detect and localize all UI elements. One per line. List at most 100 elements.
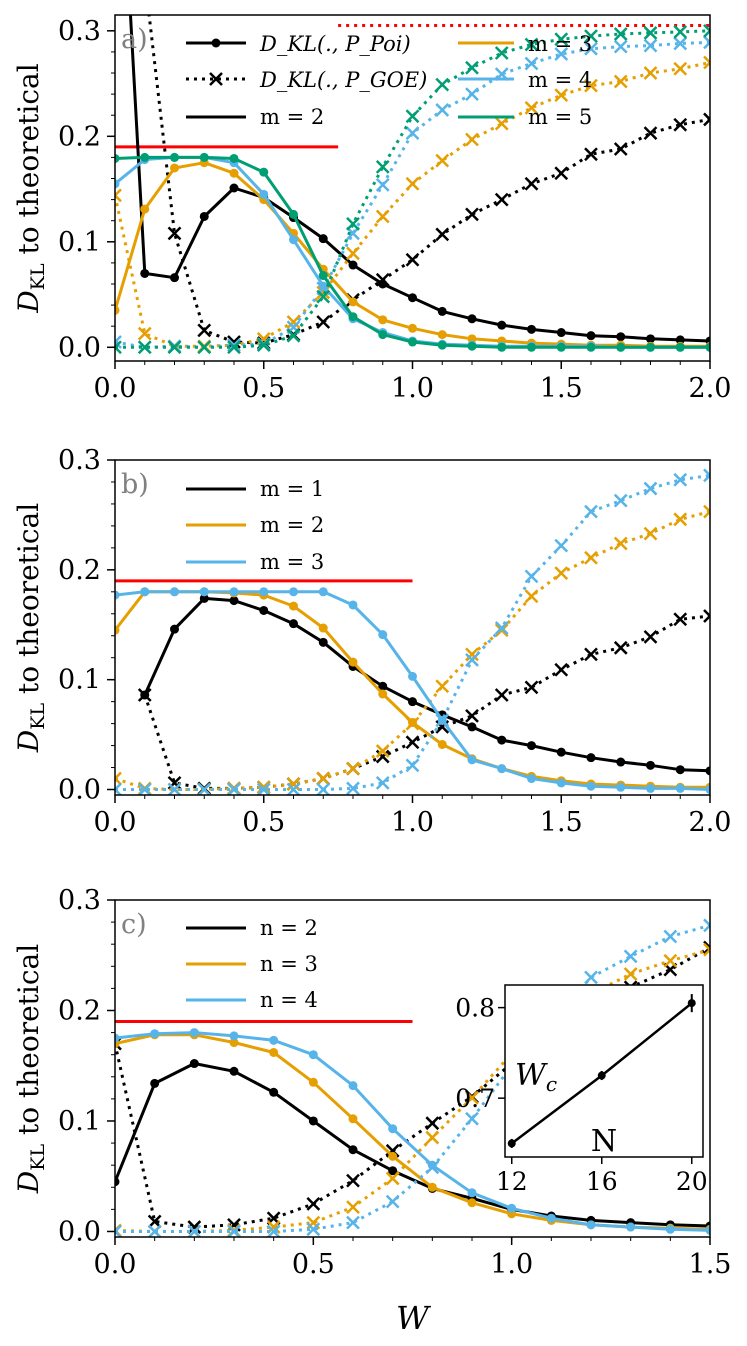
point-m5-poi-2-a bbox=[170, 152, 179, 162]
point-m2-poi-6-b bbox=[289, 601, 298, 611]
point-n4-goe-5-c bbox=[306, 1222, 321, 1237]
point-m5-goe-17-a bbox=[613, 27, 628, 41]
point-m3-poi-9-a bbox=[378, 315, 388, 325]
point-n3-goe-13-c bbox=[623, 967, 638, 981]
point-n4-poi-14-c bbox=[665, 1224, 675, 1234]
point-m3-poi-10-a bbox=[408, 323, 417, 333]
point-n2-poi-6-c bbox=[348, 1145, 358, 1155]
panel-label-c: c) bbox=[121, 909, 147, 940]
point-n2-poi-3-c bbox=[229, 1066, 239, 1076]
point-m2-goe-14-a bbox=[524, 176, 539, 191]
point-n4-poi-0-c bbox=[115, 1033, 120, 1043]
point-m5-goe-0-a bbox=[115, 340, 122, 355]
point-n4-poi-1-c bbox=[150, 1029, 160, 1039]
axes-frame-c bbox=[114, 899, 711, 1238]
point-m2-poi-18-a bbox=[646, 334, 655, 344]
point-m1-poi-15-b bbox=[556, 747, 566, 757]
point-m5-goe-4-a bbox=[227, 340, 241, 355]
point-n4-poi-2-c bbox=[189, 1028, 199, 1038]
point-n4-goe-7-c bbox=[385, 1194, 400, 1209]
point-n2-goe-6-c bbox=[346, 1173, 360, 1188]
point-n4-poi-4-c bbox=[269, 1035, 279, 1045]
point-n2-poi-1-c bbox=[150, 1078, 160, 1088]
point-m1-poi-3-b bbox=[199, 593, 209, 603]
point-m3-poi-1-b bbox=[140, 587, 150, 597]
point-m2-goe-3-a bbox=[197, 323, 212, 338]
point-m3-goe-1-a bbox=[137, 326, 152, 341]
point-n4-poi-15-c bbox=[705, 1225, 710, 1235]
point-m3-poi-16-b bbox=[586, 781, 596, 791]
point-m4-goe-14-a bbox=[524, 56, 539, 71]
point-m2-goe-6-b bbox=[286, 777, 301, 791]
point-m4-goe-17-a bbox=[613, 39, 628, 54]
point-m3-goe-19-a bbox=[673, 61, 688, 76]
point-m3-poi-12-b bbox=[467, 755, 477, 765]
point-n3-poi-4-c bbox=[269, 1047, 279, 1057]
point-m4-goe-15-a bbox=[554, 47, 569, 61]
y-tick-label-3-b: 0.3 bbox=[58, 445, 101, 476]
inset-point-2 bbox=[687, 999, 696, 1008]
point-m1-poi-10-b bbox=[408, 697, 417, 707]
point-n3-goe-7-c bbox=[385, 1171, 400, 1186]
point-m3-goe-4-b bbox=[227, 782, 241, 795]
point-n4-poi-10-c bbox=[507, 1203, 517, 1213]
point-n4-poi-8-c bbox=[427, 1160, 437, 1170]
point-m3-goe-0-b bbox=[115, 782, 122, 795]
point-m1-goe-14-b bbox=[524, 680, 539, 695]
series-n4-poi-line-c bbox=[115, 1031, 710, 1232]
point-m5-poi-7-a bbox=[318, 271, 328, 281]
point-m1-goe-20-b bbox=[703, 609, 710, 623]
point-m5-goe-9-a bbox=[375, 160, 390, 174]
point-m3-poi-10-b bbox=[408, 671, 417, 681]
point-m5-poi-9-a bbox=[378, 330, 388, 340]
point-n3-goe-6-c bbox=[346, 1200, 360, 1215]
series-m1-poi-line-b bbox=[143, 596, 710, 773]
point-m4-goe-19-a bbox=[673, 36, 688, 51]
point-n4-goe-1-c bbox=[147, 1224, 162, 1237]
point-n3-poi-3-c bbox=[229, 1038, 239, 1048]
point-m4-poi-7-a bbox=[318, 281, 328, 291]
y-tick-label-2-a: 0.2 bbox=[58, 121, 101, 152]
point-m3-goe-18-b bbox=[643, 481, 658, 496]
axes-frame-b bbox=[114, 459, 711, 796]
legend-c-n4-label: n = 4 bbox=[260, 988, 318, 1012]
point-n2-goe-1-c bbox=[147, 1214, 162, 1229]
point-n3-poi-6-c bbox=[348, 1114, 358, 1124]
point-n4-poi-13-c bbox=[626, 1222, 636, 1232]
point-m2-poi-0-b bbox=[115, 625, 120, 635]
point-m3-goe-2-b bbox=[167, 782, 182, 795]
point-m5-poi-0-a bbox=[115, 153, 120, 163]
inset-frame bbox=[504, 984, 704, 1158]
point-m1-poi-12-b bbox=[467, 722, 477, 732]
point-m1-goe-17-b bbox=[613, 640, 628, 655]
y-axis-label-c: DKL to theoretical bbox=[12, 944, 49, 1194]
point-m1-goe-19-b bbox=[673, 612, 688, 627]
point-m3-poi-2-a bbox=[170, 163, 179, 173]
point-m1-poi-18-b bbox=[646, 760, 655, 770]
point-m5-poi-19-a bbox=[675, 342, 685, 352]
panel-label-b: b) bbox=[121, 469, 149, 500]
point-m4-goe-4-a bbox=[227, 338, 241, 353]
y-tick-label-0-b: 0.0 bbox=[58, 775, 101, 806]
point-m3-goe-14-b bbox=[524, 569, 539, 584]
point-m2-goe-15-a bbox=[554, 166, 569, 181]
point-m2-poi-16-a bbox=[586, 331, 596, 341]
point-m2-poi-4-a bbox=[229, 183, 239, 193]
point-m1-goe-15-b bbox=[554, 662, 569, 677]
x-tick-label-0-c: 0.0 bbox=[94, 1249, 137, 1280]
y-axis-label-a: DKL to theoretical bbox=[12, 63, 49, 313]
point-m5-goe-14-a bbox=[524, 37, 539, 52]
point-m2-goe-17-a bbox=[613, 142, 628, 156]
point-m2-goe-8-b bbox=[346, 761, 360, 776]
point-m3-goe-8-b bbox=[346, 781, 360, 795]
point-m1-goe-18-b bbox=[643, 629, 658, 644]
point-m2-poi-10-b bbox=[408, 718, 417, 728]
point-m2-goe-11-a bbox=[435, 227, 450, 242]
point-m4-goe-18-a bbox=[643, 38, 658, 53]
point-m3-goe-15-a bbox=[554, 88, 569, 103]
inset-y-axis-label: Wc bbox=[515, 1058, 557, 1096]
series-m2-poi-line-a bbox=[128, 15, 710, 343]
point-m2-goe-20-a bbox=[703, 112, 710, 127]
point-m3-goe-16-a bbox=[584, 78, 598, 93]
point-m3-goe-6-a bbox=[286, 315, 301, 329]
